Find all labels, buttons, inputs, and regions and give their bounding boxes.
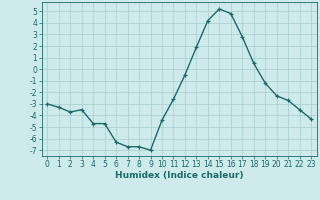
X-axis label: Humidex (Indice chaleur): Humidex (Indice chaleur)	[115, 171, 244, 180]
